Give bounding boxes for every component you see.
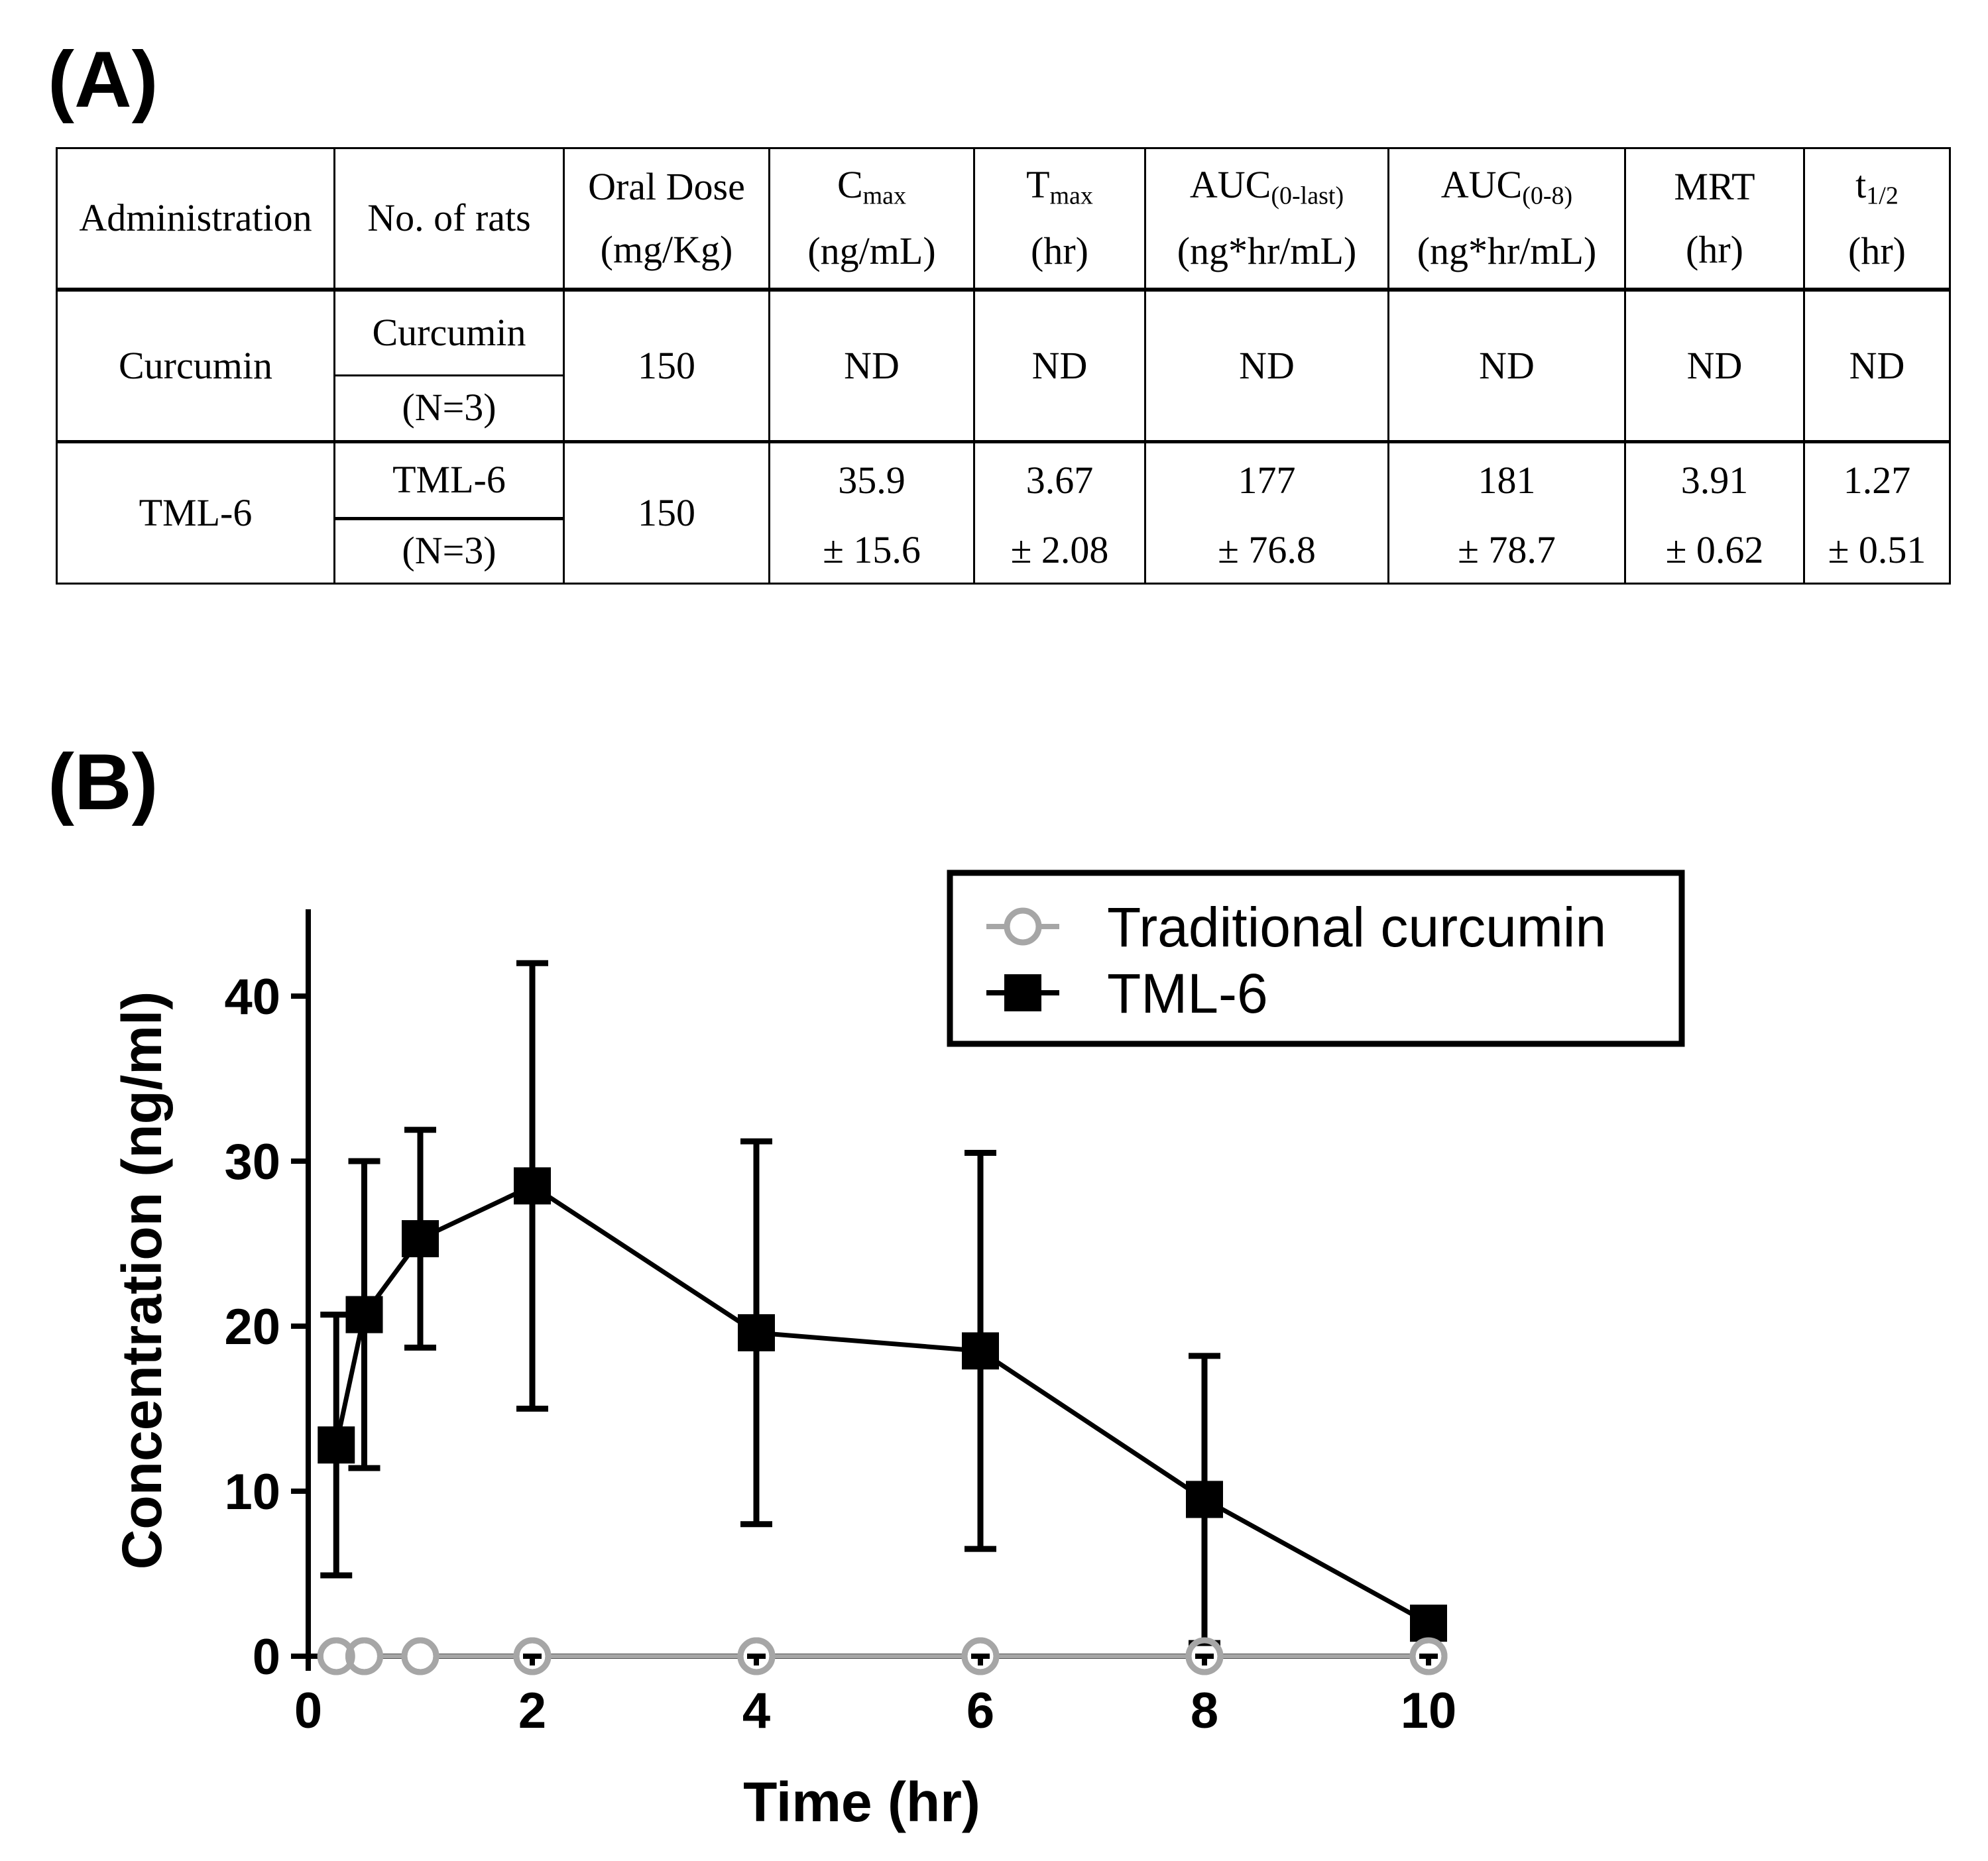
legend-label: Traditional curcumin xyxy=(1107,896,1606,958)
x-tick-label: 10 xyxy=(1401,1683,1457,1739)
data-point xyxy=(401,1637,439,1675)
data-point xyxy=(1410,1605,1447,1642)
table-row: (N=3) xyxy=(57,374,1950,443)
data-point xyxy=(738,1314,775,1351)
data-point xyxy=(737,1637,776,1675)
table-row: Curcumin Curcumin 150 ND ND ND ND ND ND xyxy=(56,288,1951,443)
y-tick-label: 40 xyxy=(224,969,280,1025)
cell-administration: Curcumin xyxy=(56,288,335,443)
legend-label: TML-6 xyxy=(1107,962,1268,1025)
legend-box xyxy=(947,870,1685,1047)
x-tick-label: 6 xyxy=(966,1683,994,1739)
pk-table: Administration No. of rats Oral Dose (mg/… xyxy=(56,147,1951,585)
data-point xyxy=(402,1220,439,1258)
chart-series xyxy=(317,960,1448,1675)
cell-thalf: 1.27 xyxy=(1803,440,1951,519)
series-traditional-curcumin-markers xyxy=(317,1637,1448,1675)
cell-auc-last: ND xyxy=(1144,288,1389,443)
cell-auc-8-sd: ± 78.7 xyxy=(1387,518,1626,585)
legend-item: TML-6 xyxy=(986,962,1268,1025)
data-point xyxy=(317,1637,355,1675)
cell-auc-8: 181 xyxy=(1387,440,1626,519)
legend-item: Traditional curcumin xyxy=(986,896,1606,958)
data-point xyxy=(318,1426,355,1464)
data-point xyxy=(514,1167,551,1205)
data-point xyxy=(1186,1481,1223,1518)
header-tmax: Tmax (hr) xyxy=(973,147,1146,292)
cell-rats-name: Curcumin xyxy=(333,288,565,376)
panel-label-b: (B) xyxy=(48,738,158,826)
header-cmax: Cmax (ng/mL) xyxy=(768,147,975,292)
y-tick-label: 0 xyxy=(253,1629,280,1685)
cell-rats-name: TML-6 xyxy=(333,440,565,520)
header-auc-last: AUC(0-last) (ng*hr/mL) xyxy=(1144,147,1389,292)
data-point xyxy=(1409,1637,1448,1675)
x-tick-label: 4 xyxy=(742,1683,770,1739)
cell-cmax: ND xyxy=(768,288,975,443)
cell-tmax: ND xyxy=(973,288,1146,443)
cell-tmax: 3.67 xyxy=(973,440,1146,519)
header-mrt: MRT (hr) xyxy=(1624,147,1805,292)
cell-auc-8: ND xyxy=(1387,288,1626,443)
chart-axes: 0 2 4 6 8 10 0 10 20 30 40 Time (hr) Concentration (… xyxy=(111,909,1456,1833)
data-point xyxy=(1185,1637,1224,1675)
legend-marker xyxy=(1004,974,1041,1011)
cell-cmax-sd: ± 15.6 xyxy=(768,518,975,585)
header-administration: Administration xyxy=(56,147,335,292)
cell-auc-last-sd: ± 76.8 xyxy=(1144,518,1389,585)
cell-dose: 150 xyxy=(563,288,770,443)
x-axis-label: Time (hr) xyxy=(743,1771,980,1833)
cell-dose: 150 xyxy=(563,440,770,585)
y-tick-label: 10 xyxy=(224,1464,280,1520)
cell-cmax: 35.9 xyxy=(768,440,975,519)
x-tick-label: 0 xyxy=(294,1683,322,1739)
data-point xyxy=(962,1332,999,1370)
header-oral-dose: Oral Dose (mg/Kg) xyxy=(563,147,770,292)
header-thalf: t1/2 (hr) xyxy=(1803,147,1951,292)
legend-marker xyxy=(1004,907,1042,946)
data-point xyxy=(345,1296,383,1333)
header-no-of-rats: No. of rats xyxy=(333,147,565,292)
panel-label-a: (A) xyxy=(48,35,158,124)
cell-rats-n: (N=3) xyxy=(333,374,565,443)
y-axis-label: Concentration (ng/ml) xyxy=(111,991,173,1570)
series-tml-6 xyxy=(318,960,1447,1646)
y-tick-label: 30 xyxy=(224,1134,280,1190)
table-header-row: Administration No. of rats Oral Dose (mg/… xyxy=(56,147,1951,292)
x-tick-label: 2 xyxy=(518,1683,546,1739)
series-line xyxy=(333,1183,1430,1626)
cell-thalf: ND xyxy=(1803,288,1951,443)
cell-mrt: ND xyxy=(1624,288,1805,443)
series-traditional-curcumin xyxy=(317,1637,1448,1675)
cell-auc-last: 177 xyxy=(1144,440,1389,519)
data-point xyxy=(345,1637,383,1675)
cell-thalf-sd: ± 0.51 xyxy=(1803,518,1951,585)
data-point xyxy=(513,1637,552,1675)
table-row: (N=3) ± 15.6 ± 2.08 ± 76.8 ± 78.7 ± 0.62… xyxy=(57,517,1951,585)
data-point xyxy=(961,1637,1000,1675)
cell-tmax-sd: ± 2.08 xyxy=(973,518,1146,585)
table-row: TML-6 TML-6 150 35.9 3.67 177 181 3.91 1… xyxy=(56,440,1951,585)
y-tick-label: 20 xyxy=(224,1299,280,1355)
cell-rats-n: (N=3) xyxy=(333,517,565,585)
cell-administration: TML-6 xyxy=(56,440,335,585)
x-tick-label: 8 xyxy=(1191,1683,1218,1739)
cell-mrt-sd: ± 0.62 xyxy=(1624,518,1805,585)
cell-mrt: 3.91 xyxy=(1624,440,1805,519)
header-auc-8: AUC(0-8) (ng*hr/mL) xyxy=(1387,147,1626,292)
